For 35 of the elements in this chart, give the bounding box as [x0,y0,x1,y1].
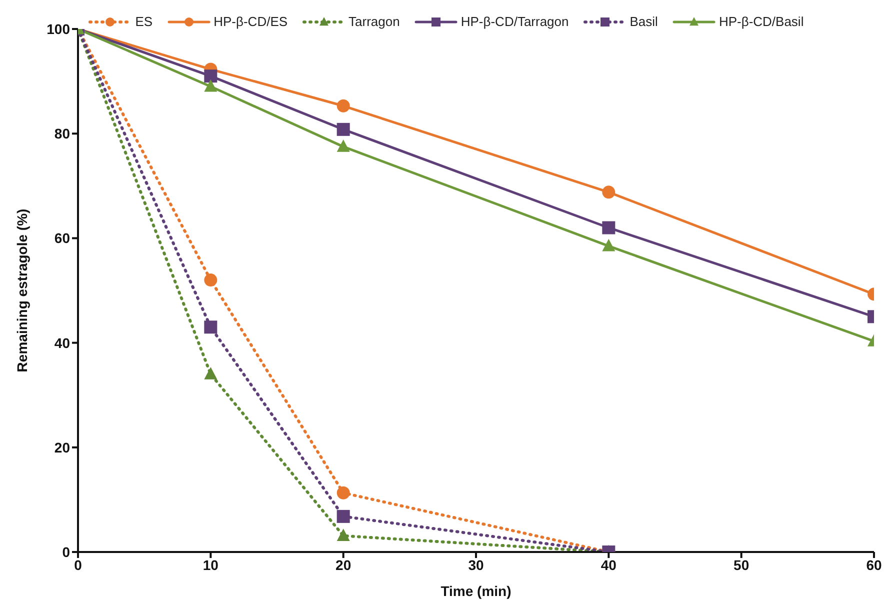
point [204,70,218,83]
y-tick-label: 100 [46,20,70,37]
point [602,186,616,199]
y-tick-label: 0 [62,544,70,560]
point [204,274,218,287]
point [602,221,616,234]
y-tick-label: 40 [54,334,70,351]
point [336,99,350,112]
legend-label: HP-β-CD/Basil [718,14,804,29]
point [336,510,350,523]
x-tick-label: 20 [336,556,352,573]
legend-label: Basil [628,14,658,29]
legend-label: HP-β-CD/ES [212,14,288,29]
point [336,140,350,152]
y-tick-label: 80 [54,126,70,142]
point [602,238,616,252]
legend-label: HP-β-CD/Tarragon [460,14,569,29]
x-axis-title: Time (min) [440,583,512,599]
x-tick-label: 40 [600,556,617,573]
legend-label: ES [134,14,153,29]
x-tick-label: 10 [202,556,219,573]
point [204,367,218,380]
point [336,486,350,500]
y-tick-label: 60 [54,230,70,246]
point [204,79,218,92]
point [204,320,218,334]
legend-label: Tarragon [348,14,400,29]
x-tick-label: 60 [866,556,882,573]
x-tick-label: 50 [734,556,750,573]
y-axis-title: Remaining estragole (%) [14,208,30,372]
x-tick-label: 30 [468,556,484,573]
point [336,528,350,541]
point [336,122,350,136]
x-tick-label: 0 [74,556,82,573]
y-tick-label: 20 [54,439,70,456]
